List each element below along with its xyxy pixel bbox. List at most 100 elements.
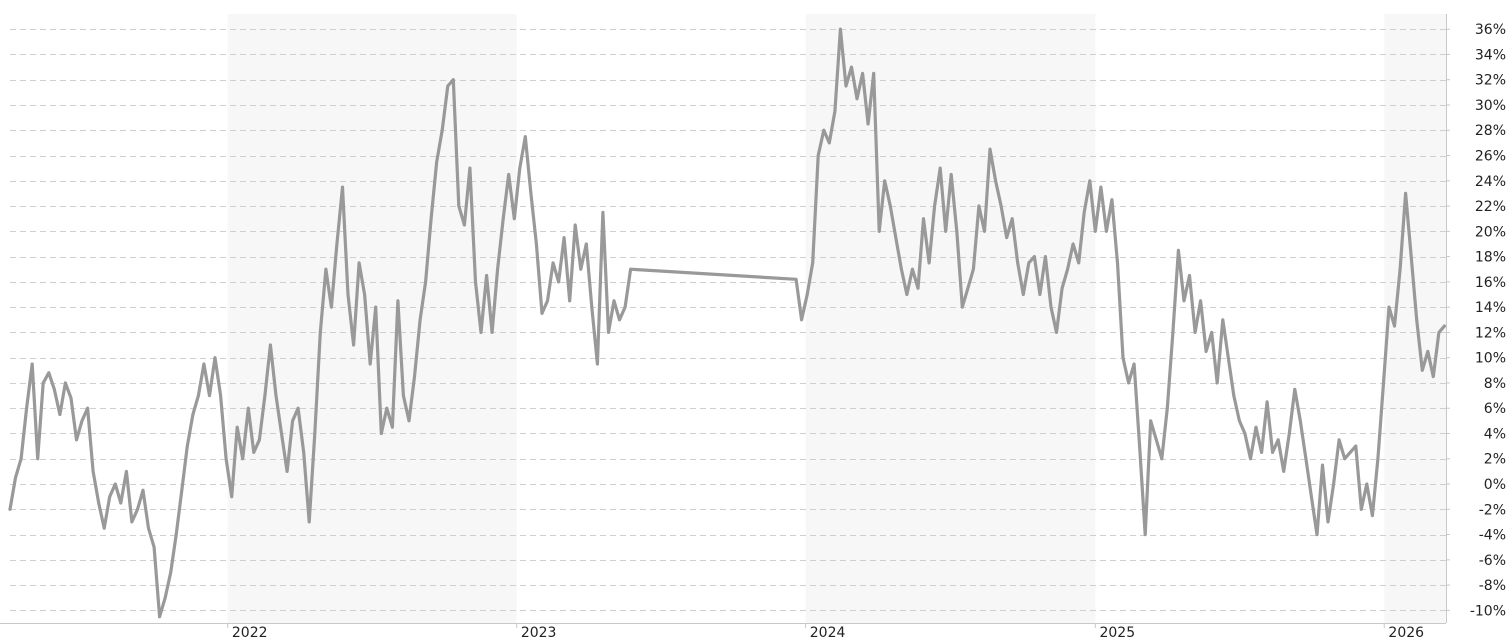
data-point (900, 267, 903, 271)
data-point (435, 160, 439, 164)
y-tick-label: 28% (1475, 123, 1506, 139)
data-point (866, 122, 870, 126)
data-point (1304, 457, 1308, 461)
y-tick-label: 34% (1475, 47, 1506, 63)
data-point (1287, 432, 1291, 435)
data-point (36, 457, 40, 461)
data-point (1182, 299, 1186, 303)
data-point (352, 343, 355, 347)
data-point (601, 211, 605, 214)
data-point (407, 419, 411, 423)
data-point (274, 394, 278, 397)
data-point (883, 179, 887, 183)
data-point (844, 84, 848, 88)
data-point (341, 185, 344, 189)
data-point (75, 438, 78, 442)
data-point (1276, 438, 1280, 442)
data-point (374, 305, 378, 309)
data-point (258, 438, 261, 442)
data-point (1160, 457, 1164, 461)
data-point (208, 394, 211, 397)
data-point (872, 72, 876, 75)
data-point (1365, 482, 1369, 486)
axes (0, 14, 1447, 624)
data-point (1359, 507, 1363, 511)
y-tick-label: 26% (1475, 149, 1506, 165)
data-point (86, 406, 89, 410)
data-point (994, 179, 997, 183)
data-point (1260, 451, 1263, 454)
data-point (1332, 482, 1335, 486)
data-point (905, 293, 909, 296)
data-point (839, 27, 842, 31)
data-point (1005, 236, 1009, 240)
data-point (296, 406, 300, 410)
data-point (108, 495, 112, 499)
data-point (1154, 438, 1158, 442)
data-point (125, 470, 128, 473)
x-tick-label: 2022 (232, 625, 268, 639)
data-point (944, 229, 948, 233)
y-tick-label: 18% (1475, 250, 1506, 266)
data-point (313, 432, 317, 435)
data-point (1082, 211, 1086, 214)
data-point (1116, 261, 1119, 265)
data-point (501, 217, 505, 221)
data-point (1393, 324, 1396, 328)
data-point (485, 274, 488, 277)
data-point (977, 204, 981, 208)
data-point (69, 396, 73, 400)
data-point (855, 97, 859, 101)
data-point (324, 267, 328, 271)
data-point (368, 362, 372, 366)
data-point (191, 413, 195, 416)
data-point (402, 394, 405, 397)
data-point (379, 432, 383, 435)
data-point (1326, 520, 1330, 524)
y-tick-label: -10% (1470, 603, 1506, 619)
data-point (999, 204, 1003, 208)
data-point (113, 482, 117, 486)
series-layer (8, 27, 1446, 619)
data-point (1171, 331, 1175, 334)
data-point (263, 394, 267, 397)
data-point (579, 267, 583, 271)
data-point (269, 343, 272, 347)
data-point (479, 331, 483, 334)
data-point (1249, 457, 1252, 461)
data-point (1426, 350, 1430, 353)
data-point (1210, 331, 1214, 334)
data-point (97, 501, 101, 505)
data-point (391, 425, 394, 429)
data-point (629, 267, 632, 271)
data-point (58, 413, 62, 416)
y-tick-label: 8% (1484, 376, 1506, 392)
y-tick-label: 6% (1484, 401, 1506, 417)
data-point (1243, 432, 1247, 435)
data-point (1055, 331, 1058, 334)
data-point (130, 520, 134, 524)
data-point (141, 488, 145, 492)
data-point (888, 204, 892, 208)
data-point (235, 425, 239, 429)
data-point (241, 457, 245, 461)
data-point (357, 261, 361, 265)
data-point (1387, 305, 1391, 309)
data-point (1337, 438, 1341, 442)
data-point (1404, 192, 1407, 195)
data-point (474, 280, 477, 284)
data-point (385, 406, 389, 410)
data-point (424, 280, 427, 284)
data-point (1215, 381, 1219, 385)
data-point (933, 204, 936, 208)
data-point (136, 507, 139, 511)
data-point (827, 141, 831, 145)
data-point (623, 305, 627, 309)
data-point (1060, 286, 1064, 290)
data-point (418, 318, 422, 322)
data-point (546, 299, 549, 303)
data-point (1343, 457, 1347, 461)
data-point (1298, 419, 1302, 423)
data-point (280, 432, 283, 435)
data-point (1431, 375, 1435, 378)
